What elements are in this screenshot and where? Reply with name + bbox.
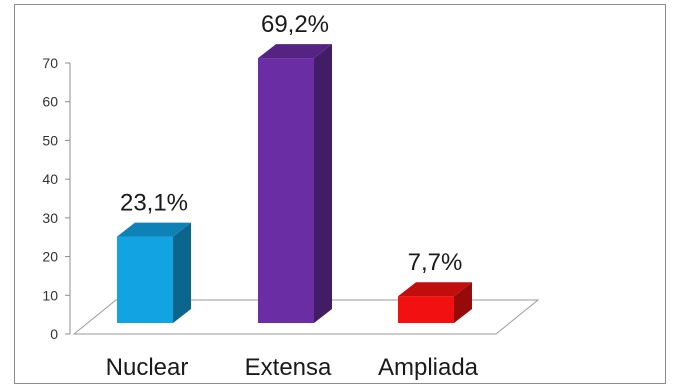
bar-top-face	[117, 222, 191, 237]
y-tick-label: 30	[42, 210, 58, 226]
data-label: 69,2%	[261, 11, 329, 38]
bar-nuclear	[117, 222, 191, 323]
bar-side-face	[314, 44, 332, 324]
x-tick-label: Extensa	[245, 354, 332, 381]
bar-ampliada	[398, 282, 472, 323]
x-tick-label: Ampliada	[378, 354, 479, 381]
y-tick-label: 0	[50, 326, 58, 342]
bar-front-face	[258, 58, 314, 324]
y-tick-label: 60	[42, 94, 58, 110]
bar-extensa	[258, 44, 332, 324]
y-tick-label: 50	[42, 132, 58, 148]
bar-side-face	[454, 282, 472, 323]
data-label: 7,7%	[408, 249, 463, 276]
y-tick-label: 10	[42, 287, 58, 303]
y-tick-label: 40	[42, 171, 58, 187]
data-label: 23,1%	[120, 190, 188, 217]
bar-side-face	[173, 222, 191, 323]
bar-top-face	[258, 44, 332, 59]
x-tick-label: Nuclear	[106, 354, 189, 381]
bar-front-face	[117, 236, 173, 323]
y-tick-label: 20	[42, 249, 58, 265]
bar-front-face	[398, 296, 454, 323]
bar-top-face	[398, 282, 472, 297]
y-tick-label: 70	[42, 55, 58, 71]
